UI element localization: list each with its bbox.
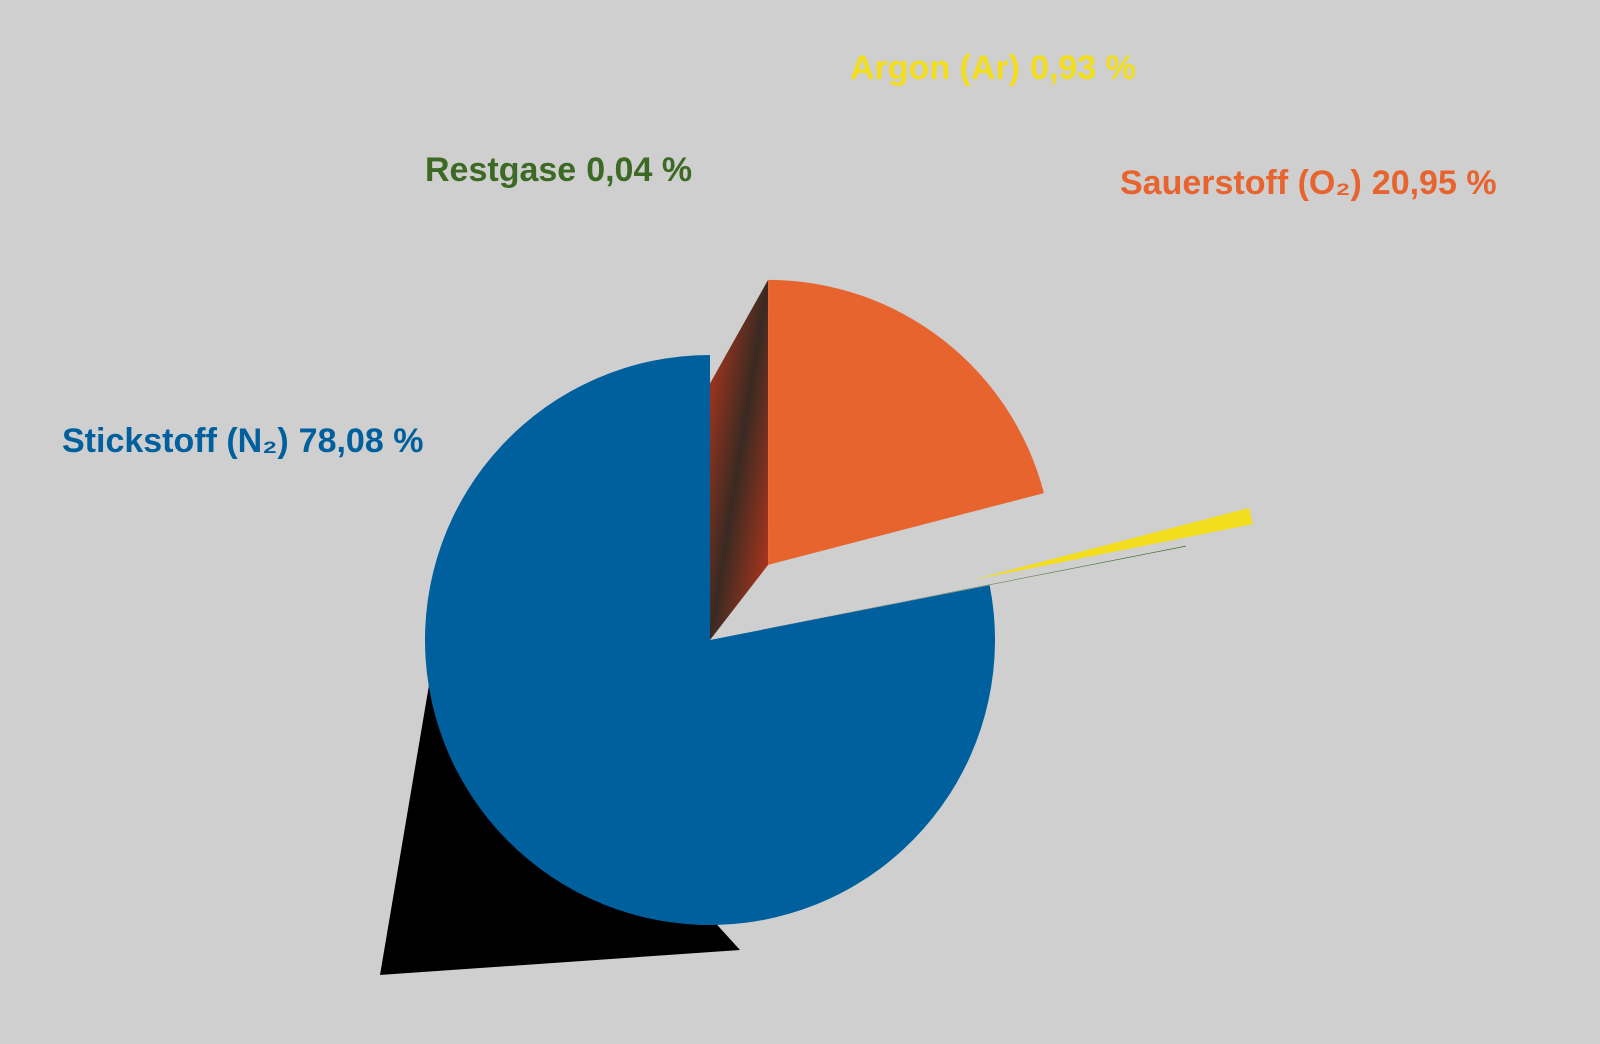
slice-name: Restgase [425, 151, 576, 189]
pie-slice [973, 507, 1253, 580]
slice-name: Sauerstoff (O₂) [1120, 164, 1362, 202]
slice-label: Sauerstoff (O₂) 20,95 % [1120, 164, 1497, 202]
slice-side [710, 545, 1186, 640]
slice-value-label: 78,08 % [299, 422, 424, 460]
slice-label: Restgase 0,04 % [425, 151, 692, 189]
pie-slice [906, 545, 1186, 602]
slice-value-label: 0,04 % [586, 151, 692, 189]
slice-label: Stickstoff (N₂) 78,08 % [62, 422, 423, 460]
pie-slice [425, 355, 996, 925]
slice-label: Argon (Ar) 0,93 % [850, 49, 1136, 87]
slice-name: Stickstoff (N₂) [62, 422, 289, 460]
slice-name: Argon (Ar) [850, 49, 1020, 87]
slice-value-label: 0,93 % [1030, 49, 1136, 87]
slice-side [710, 279, 769, 640]
slice-value-label: 20,95 % [1372, 164, 1497, 202]
pie-slice [768, 279, 1044, 565]
